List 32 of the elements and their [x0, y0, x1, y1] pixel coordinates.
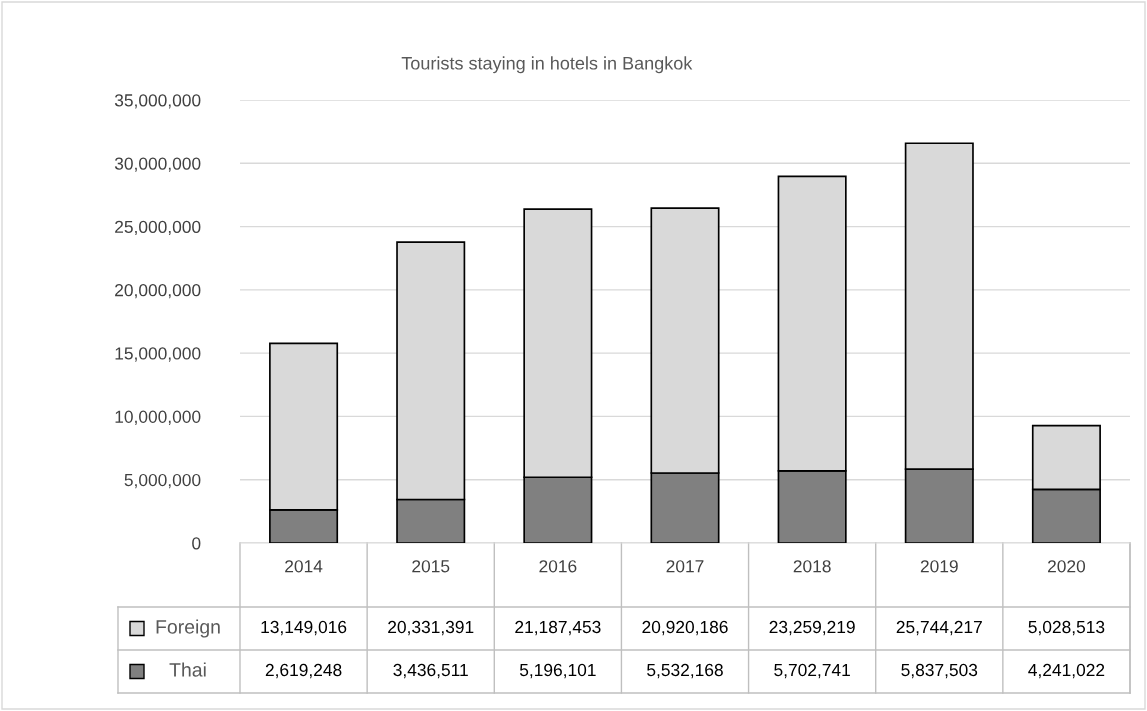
- data-label: 3,436,511: [393, 663, 468, 679]
- data-label: 2,619,248: [265, 663, 342, 679]
- x-tick-label: 2017: [666, 560, 704, 573]
- y-tick-label: 15,000,000: [115, 347, 201, 362]
- data-label: 13,149,016: [261, 620, 347, 636]
- x-tick-label: 2014: [285, 560, 323, 573]
- y-tick-label: 25,000,000: [115, 220, 201, 236]
- chart-title: Tourists staying in hotels in Bangkok: [401, 56, 693, 74]
- x-tick-label: 2015: [412, 560, 450, 573]
- y-tick-label: 30,000,000: [114, 157, 201, 172]
- legend-label: Foreign: [156, 619, 220, 638]
- x-tick-label: 2016: [539, 560, 577, 573]
- y-tick-label: 5,000,000: [124, 473, 201, 489]
- data-label: 23,259,219: [769, 620, 855, 636]
- data-label: 5,702,741: [774, 663, 850, 679]
- y-tick-label: 35,000,000: [114, 94, 201, 109]
- data-label: 20,331,391: [388, 620, 474, 636]
- data-label: 5,196,101: [519, 663, 596, 679]
- legend-label: Thai: [169, 662, 206, 677]
- data-label: 25,744,217: [896, 620, 982, 636]
- data-label: 5,837,503: [901, 663, 978, 679]
- data-label: 5,028,513: [1028, 620, 1105, 636]
- y-tick-label: 0: [192, 537, 201, 550]
- data-label: 4,241,022: [1028, 663, 1105, 679]
- x-tick-label: 2019: [920, 560, 958, 573]
- data-label: 21,187,453: [515, 620, 601, 636]
- y-tick-label: 20,000,000: [115, 284, 201, 299]
- y-tick-label: 10,000,000: [115, 410, 201, 425]
- data-label: 5,532,168: [647, 663, 723, 679]
- data-label: 20,920,186: [642, 620, 728, 636]
- x-tick-label: 2020: [1047, 560, 1086, 573]
- x-tick-label: 2018: [793, 560, 831, 573]
